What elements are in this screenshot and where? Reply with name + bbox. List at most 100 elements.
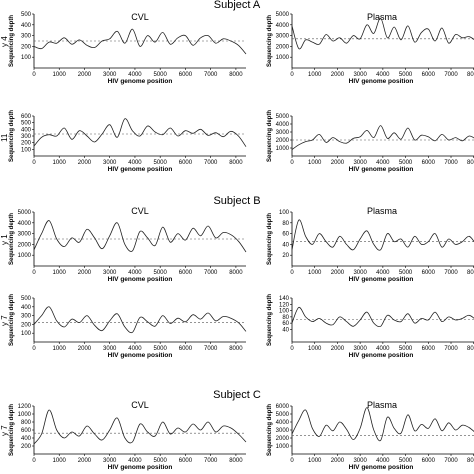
x-tick-label: 6000	[179, 72, 193, 78]
x-tick-label: 0	[290, 72, 294, 78]
x-tick-label: 7000	[204, 458, 218, 464]
x-tick-label: 3000	[103, 270, 117, 276]
x-tick-label: 7000	[444, 458, 458, 464]
x-axis-label: HIV genome position	[108, 352, 173, 359]
x-tick-label: 0	[290, 458, 294, 464]
y-tick-label: 300	[21, 314, 32, 320]
x-tick-label: 1000	[53, 458, 67, 464]
x-tick-label: 7000	[204, 160, 218, 166]
y-tick-label: 1000	[276, 444, 290, 450]
depth-line	[33, 118, 247, 147]
x-tick-label: 7000	[444, 346, 458, 352]
y-tick-label: 100	[21, 55, 32, 61]
x-tick-label: 5000	[154, 270, 168, 276]
y-axis-label: Sequencing depth	[267, 213, 273, 265]
x-tick-label: 6000	[179, 270, 193, 276]
x-tick-label: 1000	[308, 346, 322, 352]
x-axis-label: HIV genome position	[349, 166, 414, 173]
x-tick-label: 6000	[179, 458, 193, 464]
x-tick-label: 2000	[78, 270, 92, 276]
y-tick-label: 800	[21, 420, 32, 426]
x-tick-label: 7000	[444, 72, 458, 78]
y-axis-label: Sequencing depth	[267, 110, 273, 162]
x-tick-label: 2000	[331, 270, 345, 276]
y-tick-label: 200	[21, 141, 32, 147]
y-tick-label: 100	[279, 309, 290, 315]
x-tick-label: 5000	[399, 270, 413, 276]
y-tick-label: 1000	[18, 412, 32, 418]
row-label: y 7	[0, 315, 9, 326]
y-tick-label: 60	[282, 321, 289, 327]
y-tick-label: 4000	[18, 221, 32, 227]
x-tick-label: 2000	[78, 160, 92, 166]
depth-line	[33, 28, 247, 55]
y-tick-label: 3000	[276, 130, 290, 136]
x-tick-label: 5000	[154, 160, 168, 166]
x-tick-label: 4000	[376, 270, 390, 276]
y-axis-label: Sequencing depth	[9, 294, 15, 346]
x-tick-label: 6000	[422, 346, 436, 352]
x-tick-label: 3000	[103, 72, 117, 78]
column-title-cvl: CVL	[131, 206, 149, 216]
y-tick-label: 2000	[18, 242, 32, 248]
x-tick-label: 3000	[103, 160, 117, 166]
x-tick-label: 0	[32, 346, 36, 352]
y-tick-label: 300	[21, 34, 32, 40]
x-tick-label: 5000	[154, 458, 168, 464]
y-tick-label: 4000	[276, 23, 290, 29]
subject-title: Subject C	[213, 389, 261, 401]
row-label: 11	[0, 133, 9, 142]
x-tick-label: 0	[32, 72, 36, 78]
y-tick-label: 200	[21, 322, 32, 328]
y-axis-label: Sequencing depth	[267, 294, 273, 346]
x-tick-label: 3000	[353, 270, 367, 276]
x-tick-label: 8000	[229, 458, 243, 464]
y-axis-label: Sequencing depth	[9, 404, 15, 456]
x-tick-label: 8000	[467, 458, 474, 464]
x-tick-label: 8000	[229, 346, 243, 352]
x-tick-label: 4000	[128, 458, 142, 464]
x-tick-label: 4000	[128, 160, 142, 166]
x-axis-label: HIV genome position	[108, 78, 173, 85]
y-tick-label: 100	[279, 210, 290, 216]
x-tick-label: 1000	[308, 160, 322, 166]
y-tick-label: 5000	[276, 114, 290, 120]
row-label: y 7	[0, 425, 9, 436]
x-tick-label: 3000	[103, 458, 117, 464]
x-tick-label: 7000	[204, 346, 218, 352]
y-axis-label: Sequencing depth	[9, 213, 15, 265]
row-label: y 1	[0, 234, 9, 245]
x-tick-label: 4000	[376, 160, 390, 166]
x-axis-label: HIV genome position	[349, 78, 414, 85]
x-axis-label: HIV genome position	[108, 166, 173, 173]
y-tick-label: 1200	[18, 404, 32, 410]
column-title-cvl: CVL	[131, 12, 149, 22]
x-tick-label: 4000	[376, 458, 390, 464]
x-tick-label: 3000	[103, 346, 117, 352]
depth-line	[291, 125, 474, 150]
y-tick-label: 500	[21, 12, 32, 18]
y-tick-label: 80	[282, 315, 289, 321]
y-tick-label: 40	[282, 242, 289, 248]
x-tick-label: 4000	[376, 346, 390, 352]
x-tick-label: 2000	[331, 72, 345, 78]
depth-line	[33, 409, 247, 445]
x-tick-label: 0	[32, 160, 36, 166]
y-tick-label: 80	[282, 221, 289, 227]
y-tick-label: 200	[21, 44, 32, 50]
x-tick-label: 8000	[229, 72, 243, 78]
y-tick-label: 3000	[276, 34, 290, 40]
y-tick-label: 600	[21, 114, 32, 120]
x-tick-label: 2000	[78, 72, 92, 78]
y-tick-label: 4000	[276, 122, 290, 128]
y-tick-label: 5000	[276, 12, 290, 18]
x-tick-label: 3000	[353, 72, 367, 78]
x-tick-label: 1000	[308, 458, 322, 464]
x-tick-label: 4000	[128, 72, 142, 78]
x-tick-label: 1000	[53, 72, 67, 78]
y-axis-label: Sequencing depth	[267, 15, 273, 67]
x-axis-label: HIV genome position	[108, 276, 173, 283]
y-tick-label: 2000	[276, 436, 290, 442]
x-tick-label: 8000	[229, 270, 243, 276]
x-tick-label: 6000	[179, 346, 193, 352]
